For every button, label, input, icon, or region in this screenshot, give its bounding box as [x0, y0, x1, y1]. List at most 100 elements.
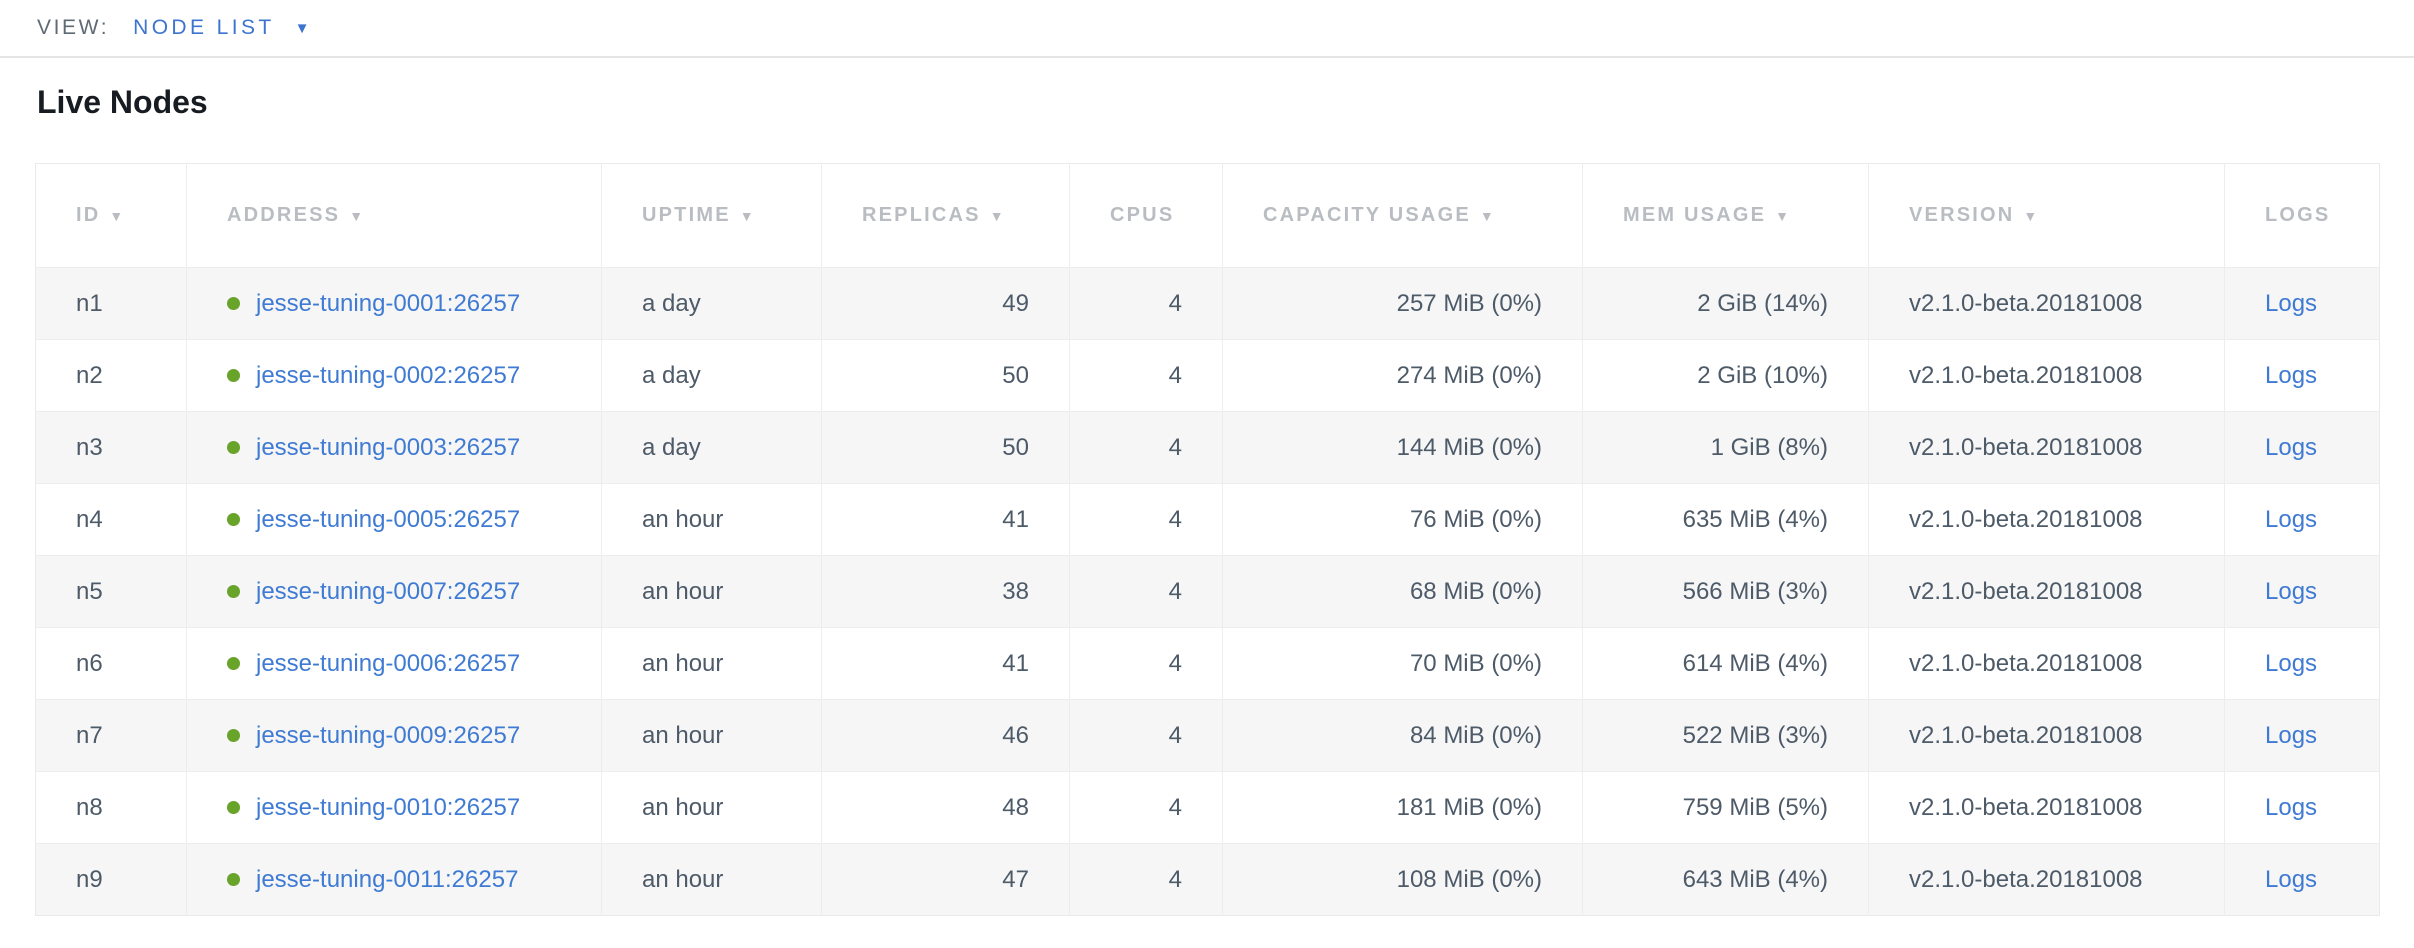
- column-header-label: UPTIME: [642, 204, 731, 226]
- sort-caret-icon: ▼: [2023, 208, 2038, 224]
- column-header-id[interactable]: ID ▼: [35, 163, 187, 268]
- cell-replicas: 47: [821, 843, 1070, 916]
- table-row: n9 jesse-tuning-0011:26257 an hour 47 4 108 M…: [35, 843, 2380, 916]
- logs-link[interactable]: Logs: [2265, 793, 2318, 821]
- logs-link[interactable]: Logs: [2265, 577, 2318, 605]
- cell-id: n9: [35, 843, 187, 916]
- logs-link[interactable]: Logs: [2265, 865, 2318, 893]
- cell-uptime: a day: [601, 267, 822, 340]
- column-header-capacity[interactable]: CAPACITY USAGE ▼: [1222, 163, 1583, 268]
- cell-replicas: 50: [821, 339, 1070, 412]
- app-root: VIEW: NODE LIST ▼ Live Nodes ID ▼ ADDRESS ▼…: [0, 0, 2414, 916]
- cell-address: jesse-tuning-0009:26257: [186, 699, 602, 772]
- live-nodes-table: ID ▼ ADDRESS ▼ UPTIME ▼ REPLICAS ▼ CPUS CAPACITY …: [35, 163, 2380, 916]
- cell-logs: Logs: [2224, 771, 2380, 844]
- logs-link[interactable]: Logs: [2265, 721, 2318, 749]
- cell-uptime: an hour: [601, 555, 822, 628]
- address-link[interactable]: jesse-tuning-0006:26257: [256, 649, 521, 677]
- sort-caret-icon: ▼: [739, 208, 754, 224]
- table-row: n8 jesse-tuning-0010:26257 an hour 48 4 181 M…: [35, 771, 2380, 844]
- cell-logs: Logs: [2224, 411, 2380, 484]
- cell-id: n1: [35, 267, 187, 340]
- cell-address: jesse-tuning-0010:26257: [186, 771, 602, 844]
- cell-uptime: an hour: [601, 699, 822, 772]
- cell-version: v2.1.0-beta.20181008: [1868, 267, 2225, 340]
- logs-link[interactable]: Logs: [2265, 505, 2318, 533]
- column-header-address[interactable]: ADDRESS ▼: [186, 163, 602, 268]
- column-header-logs: LOGS: [2224, 163, 2380, 268]
- cell-logs: Logs: [2224, 627, 2380, 700]
- view-selected-value: NODE LIST: [133, 16, 275, 39]
- table-row: n1 jesse-tuning-0001:26257 a day 49 4 257 MiB…: [35, 267, 2380, 340]
- cell-logs: Logs: [2224, 339, 2380, 412]
- cell-id: n7: [35, 699, 187, 772]
- cell-cpus: 4: [1069, 627, 1223, 700]
- cell-address: jesse-tuning-0005:26257: [186, 483, 602, 556]
- cell-uptime: a day: [601, 411, 822, 484]
- cell-address: jesse-tuning-0002:26257: [186, 339, 602, 412]
- table-row: n4 jesse-tuning-0005:26257 an hour 41 4 76 Mi…: [35, 483, 2380, 556]
- sort-caret-icon: ▼: [1479, 208, 1494, 224]
- cell-version: v2.1.0-beta.20181008: [1868, 771, 2225, 844]
- cell-address: jesse-tuning-0003:26257: [186, 411, 602, 484]
- cell-mem: 522 MiB (3%): [1582, 699, 1869, 772]
- cell-capacity: 76 MiB (0%): [1222, 483, 1583, 556]
- column-header-replicas[interactable]: REPLICAS ▼: [821, 163, 1070, 268]
- view-selector-dropdown[interactable]: NODE LIST ▼: [133, 16, 309, 40]
- live-status-dot-icon: [227, 800, 240, 814]
- cell-mem: 643 MiB (4%): [1582, 843, 1869, 916]
- column-header-label: LOGS: [2265, 204, 2331, 226]
- cell-capacity: 257 MiB (0%): [1222, 267, 1583, 340]
- table-header-row: ID ▼ ADDRESS ▼ UPTIME ▼ REPLICAS ▼ CPUS CAPACITY …: [35, 163, 2380, 268]
- cell-mem: 2 GiB (10%): [1582, 339, 1869, 412]
- address-link[interactable]: jesse-tuning-0005:26257: [256, 505, 521, 533]
- cell-id: n5: [35, 555, 187, 628]
- live-status-dot-icon: [227, 728, 240, 742]
- logs-link[interactable]: Logs: [2265, 649, 2318, 677]
- logs-link[interactable]: Logs: [2265, 289, 2318, 317]
- logs-link[interactable]: Logs: [2265, 433, 2318, 461]
- cell-id: n8: [35, 771, 187, 844]
- address-link[interactable]: jesse-tuning-0010:26257: [256, 793, 521, 821]
- live-status-dot-icon: [227, 440, 240, 454]
- logs-link[interactable]: Logs: [2265, 361, 2318, 389]
- address-link[interactable]: jesse-tuning-0011:26257: [256, 865, 519, 893]
- column-header-mem[interactable]: MEM USAGE ▼: [1582, 163, 1869, 268]
- cell-uptime: an hour: [601, 627, 822, 700]
- cell-cpus: 4: [1069, 771, 1223, 844]
- cell-cpus: 4: [1069, 411, 1223, 484]
- cell-logs: Logs: [2224, 267, 2380, 340]
- cell-logs: Logs: [2224, 483, 2380, 556]
- cell-mem: 2 GiB (14%): [1582, 267, 1869, 340]
- cell-address: jesse-tuning-0011:26257: [186, 843, 602, 916]
- column-header-label: REPLICAS: [862, 204, 981, 226]
- cell-cpus: 4: [1069, 267, 1223, 340]
- cell-version: v2.1.0-beta.20181008: [1868, 483, 2225, 556]
- chevron-down-icon: ▼: [294, 19, 310, 37]
- column-header-label: ID: [76, 204, 101, 226]
- view-bar: VIEW: NODE LIST ▼: [0, 0, 2414, 58]
- cell-uptime: an hour: [601, 771, 822, 844]
- column-header-uptime[interactable]: UPTIME ▼: [601, 163, 822, 268]
- cell-version: v2.1.0-beta.20181008: [1868, 843, 2225, 916]
- live-status-dot-icon: [227, 296, 240, 310]
- cell-mem: 759 MiB (5%): [1582, 771, 1869, 844]
- cell-cpus: 4: [1069, 843, 1223, 916]
- cell-id: n3: [35, 411, 187, 484]
- cell-id: n2: [35, 339, 187, 412]
- cell-replicas: 41: [821, 483, 1070, 556]
- address-link[interactable]: jesse-tuning-0002:26257: [256, 361, 521, 389]
- address-link[interactable]: jesse-tuning-0003:26257: [256, 433, 521, 461]
- cell-capacity: 108 MiB (0%): [1222, 843, 1583, 916]
- address-link[interactable]: jesse-tuning-0001:26257: [256, 289, 521, 317]
- sort-caret-icon: ▼: [109, 208, 124, 224]
- cell-uptime: an hour: [601, 843, 822, 916]
- live-status-dot-icon: [227, 368, 240, 382]
- address-link[interactable]: jesse-tuning-0009:26257: [256, 721, 521, 749]
- view-label: VIEW:: [37, 16, 110, 39]
- cell-cpus: 4: [1069, 483, 1223, 556]
- column-header-label: MEM USAGE: [1623, 204, 1767, 226]
- column-header-version[interactable]: VERSION ▼: [1868, 163, 2225, 268]
- cell-replicas: 48: [821, 771, 1070, 844]
- address-link[interactable]: jesse-tuning-0007:26257: [256, 577, 521, 605]
